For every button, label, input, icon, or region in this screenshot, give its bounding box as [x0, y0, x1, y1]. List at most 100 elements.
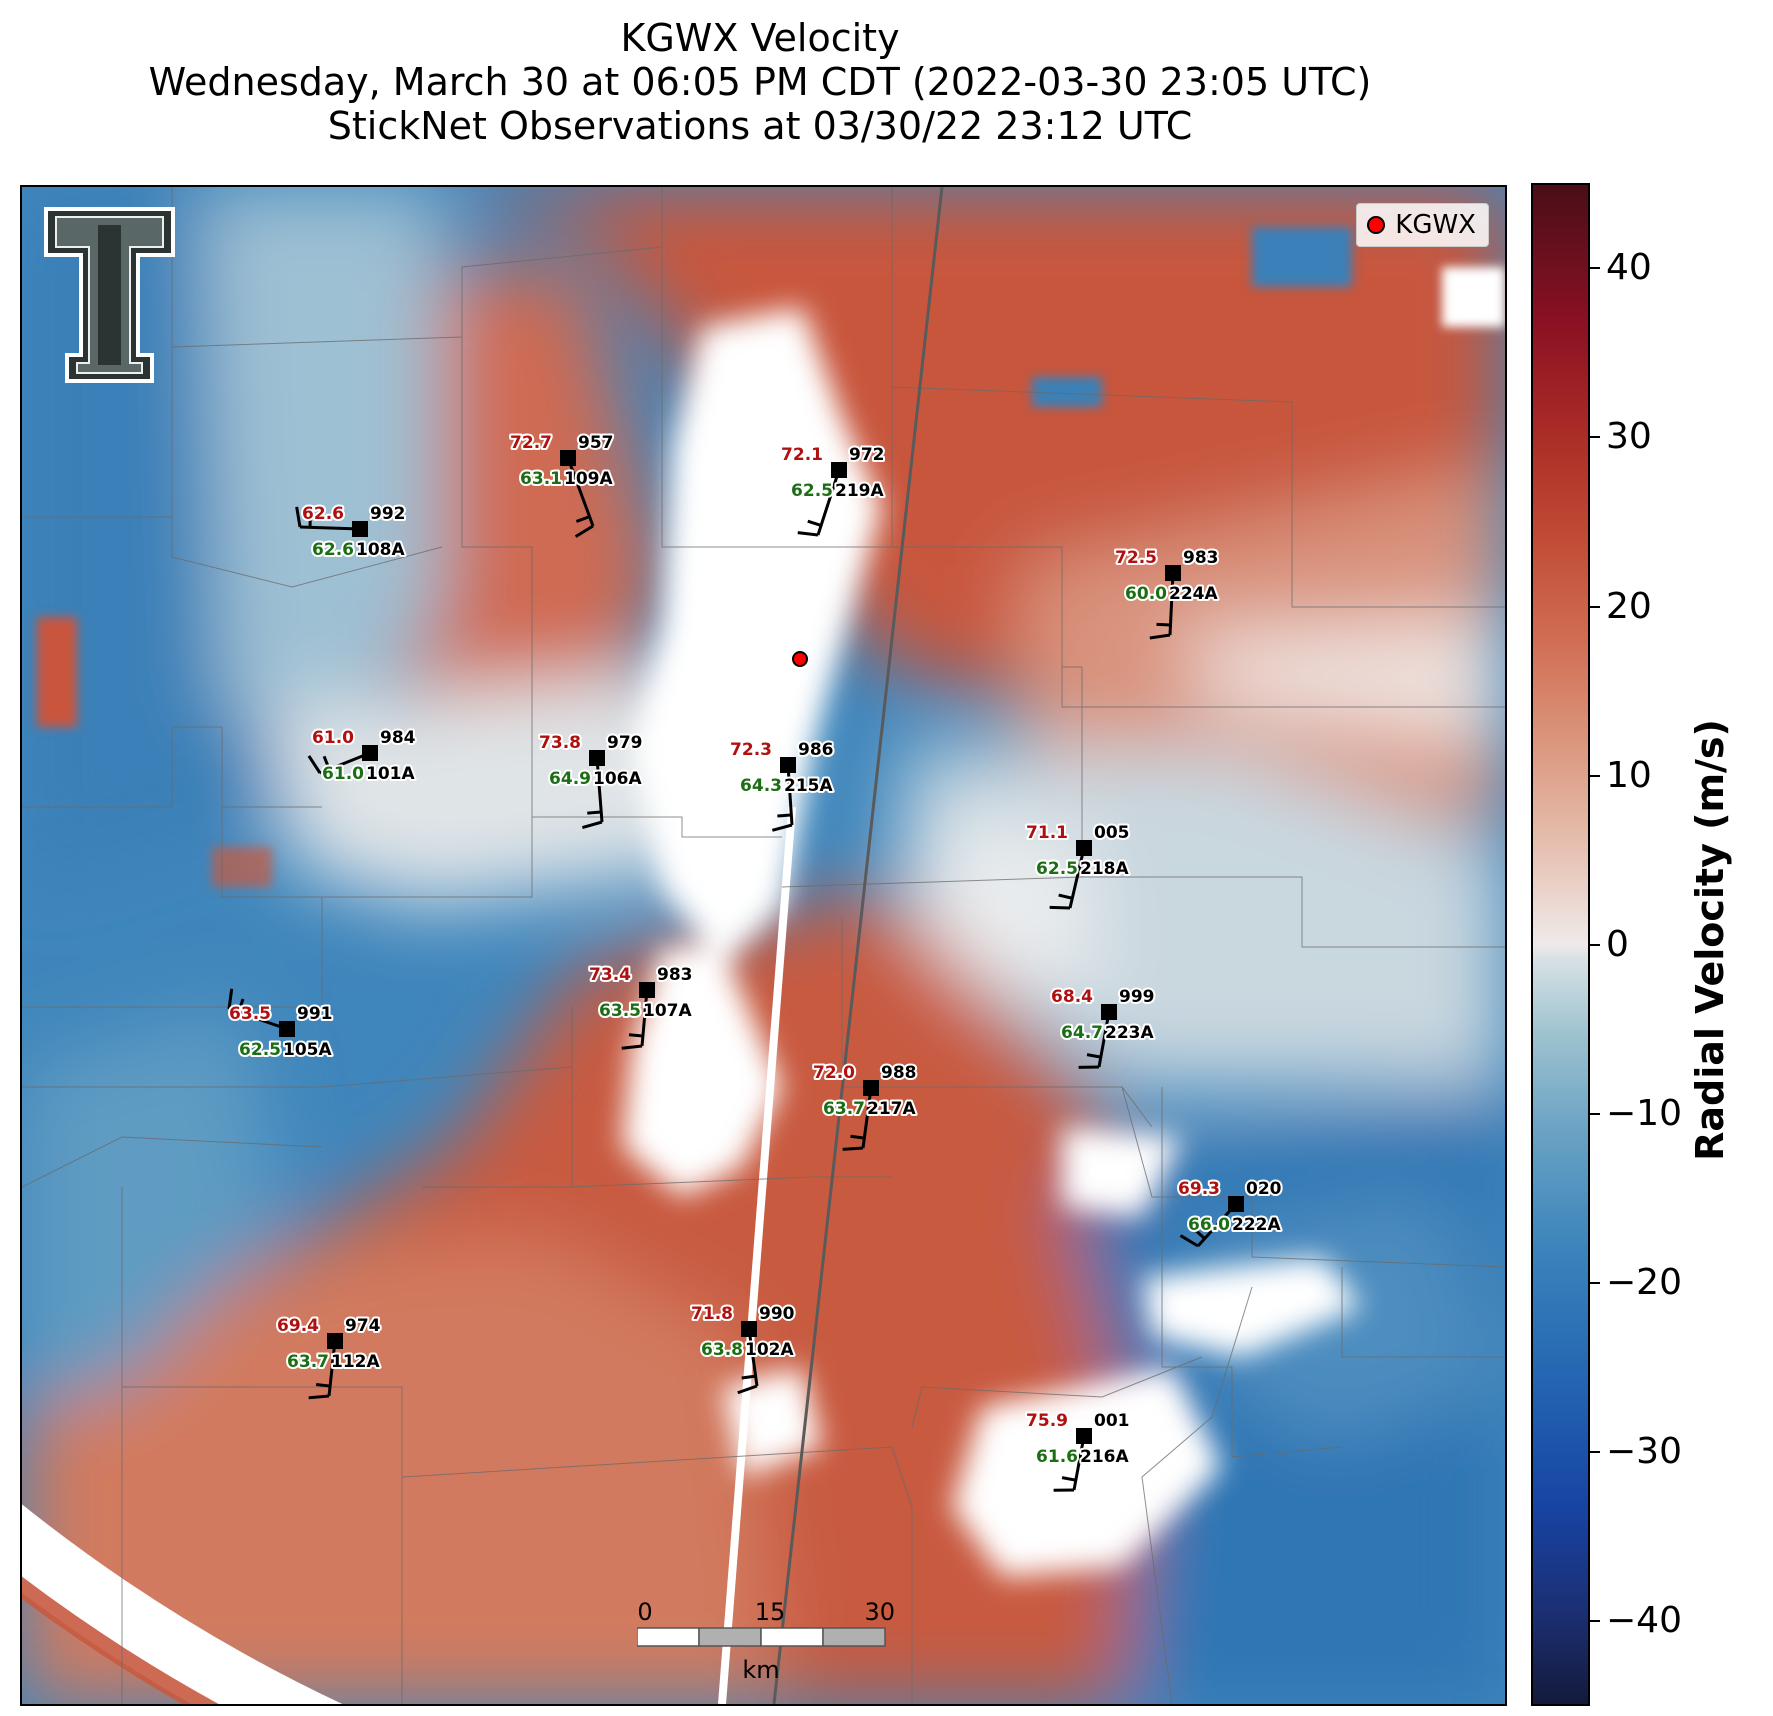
scale-tick-30: 30 [864, 1598, 895, 1626]
station-temperature: 75.9 [1026, 1411, 1068, 1431]
station-temperature: 69.3 [1178, 1179, 1220, 1199]
map-subtitle: Wednesday, March 30 at 06:05 PM CDT (202… [148, 60, 1372, 104]
wind-barb-staff [595, 757, 604, 823]
station-dewpoint: 64.9 [549, 769, 591, 789]
station-temperature: 72.0 [813, 1063, 855, 1083]
wind-barb-flag [295, 506, 302, 528]
station-marker[interactable] [589, 750, 605, 766]
station-temperature: 72.1 [781, 445, 823, 465]
station-id: 001 [1094, 1411, 1130, 1431]
station-marker[interactable] [1076, 1428, 1092, 1444]
station-marker[interactable] [279, 1021, 295, 1037]
station-id: 957 [578, 433, 614, 453]
station-marker[interactable] [560, 450, 576, 466]
station-plot[interactable]: 69.4 974 63.7 112A [275, 1314, 383, 1400]
wind-barb-flag [574, 524, 594, 538]
station-marker[interactable] [327, 1333, 343, 1349]
scale-tick-15: 15 [755, 1598, 786, 1626]
radar-site-marker[interactable] [792, 651, 808, 667]
station-id: 983 [1183, 548, 1219, 568]
station-marker[interactable] [1101, 1004, 1117, 1020]
station-plot[interactable]: 73.8 979 64.9 106A [537, 731, 645, 829]
wind-barb-flag [741, 1374, 756, 1380]
velocity-colorbar [1531, 183, 1590, 1706]
colorbar-tick-mark [1588, 1620, 1600, 1622]
station-marker[interactable] [1228, 1196, 1244, 1212]
station-name: 224A [1169, 584, 1218, 604]
scale-bar: 0 15 30 km [637, 1598, 895, 1684]
station-id: 005 [1094, 823, 1130, 843]
station-name: 107A [643, 1001, 692, 1021]
wind-barb-flag [628, 1033, 644, 1038]
station-temperature: 71.8 [691, 1304, 733, 1324]
station-plot[interactable]: 71.1 005 62.5 218A [1024, 821, 1132, 910]
station-id: 972 [849, 445, 885, 465]
station-name: 109A [564, 469, 613, 489]
station-plot[interactable]: 72.7 957 63.1 109A [508, 431, 616, 538]
station-dewpoint: 66.0 [1188, 1215, 1230, 1235]
cross-section-line [772, 187, 944, 1704]
colorbar-tick-label: 0 [1606, 924, 1629, 965]
wind-barb-flag [807, 519, 822, 527]
station-plot[interactable]: 72.0 988 63.7 217A [811, 1061, 919, 1151]
station-dewpoint: 61.6 [1036, 1447, 1078, 1467]
radar-velocity-map[interactable]: 72.7 957 63.1 109A 72.1 972 62.5 219A 62.6 992 62.… [20, 185, 1507, 1706]
station-id: 974 [345, 1316, 381, 1336]
wind-barb-flag [316, 1383, 331, 1388]
station-name: 108A [356, 540, 405, 560]
station-name: 223A [1105, 1023, 1154, 1043]
station-plot[interactable]: 69.3 020 66.0 222A [1176, 1177, 1284, 1248]
station-marker[interactable] [780, 757, 796, 773]
station-marker[interactable] [1165, 565, 1181, 581]
station-plot[interactable]: 71.8 990 63.8 102A [689, 1302, 797, 1395]
station-marker[interactable] [831, 462, 847, 478]
colorbar-tick-label: −30 [1606, 1431, 1682, 1472]
station-plot[interactable]: 75.9 001 61.6 216A [1024, 1409, 1132, 1492]
station-plot[interactable]: 68.4 999 64.7 223A [1049, 985, 1157, 1069]
wind-barb-flag [575, 515, 591, 523]
station-dewpoint: 62.5 [239, 1040, 281, 1060]
station-dewpoint: 64.3 [740, 776, 782, 796]
station-dewpoint: 62.6 [312, 540, 354, 560]
station-plot[interactable]: 72.5 983 60.0 224A [1113, 546, 1221, 640]
station-marker[interactable] [362, 745, 378, 761]
station-id: 988 [881, 1063, 917, 1083]
station-temperature: 62.6 [302, 504, 344, 524]
wind-barb-flag [1156, 622, 1171, 627]
wind-barb-flag [777, 813, 792, 818]
wind-barb-flag [581, 820, 603, 829]
wind-barb-flag [737, 1384, 758, 1395]
station-marker[interactable] [352, 521, 368, 537]
wind-barb-flag [1061, 1476, 1077, 1482]
station-marker[interactable] [1076, 840, 1092, 856]
station-marker[interactable] [863, 1080, 879, 1096]
station-marker[interactable] [639, 982, 655, 998]
wind-barb-flag [797, 531, 819, 537]
station-plot[interactable]: 73.4 983 63.5 107A [587, 963, 695, 1050]
colorbar-tick-label: 30 [1606, 416, 1652, 457]
station-id: 983 [657, 965, 693, 985]
station-name: 215A [784, 776, 833, 796]
station-plot[interactable]: 72.3 986 64.3 215A [728, 738, 836, 832]
wind-barb-flag [1058, 893, 1073, 900]
station-plot[interactable]: 63.5 991 62.5 105A [227, 988, 335, 1062]
station-plot[interactable]: 72.1 972 62.5 219A [779, 443, 887, 537]
station-id: 984 [380, 728, 416, 748]
station-id: 979 [607, 733, 643, 753]
colorbar-tick-label: 20 [1606, 586, 1652, 627]
station-temperature: 61.0 [312, 728, 354, 748]
wind-barb-staff [816, 469, 841, 536]
map-title: KGWX Velocity [620, 16, 900, 60]
wind-barb-flag [850, 1134, 865, 1140]
station-dewpoint: 63.7 [823, 1099, 865, 1119]
station-id: 020 [1246, 1179, 1282, 1199]
station-id: 986 [798, 740, 834, 760]
map-legend: KGWX [1356, 203, 1489, 247]
station-marker[interactable] [741, 1321, 757, 1337]
station-id: 999 [1119, 987, 1155, 1007]
colorbar-tick-label: 40 [1606, 247, 1652, 288]
